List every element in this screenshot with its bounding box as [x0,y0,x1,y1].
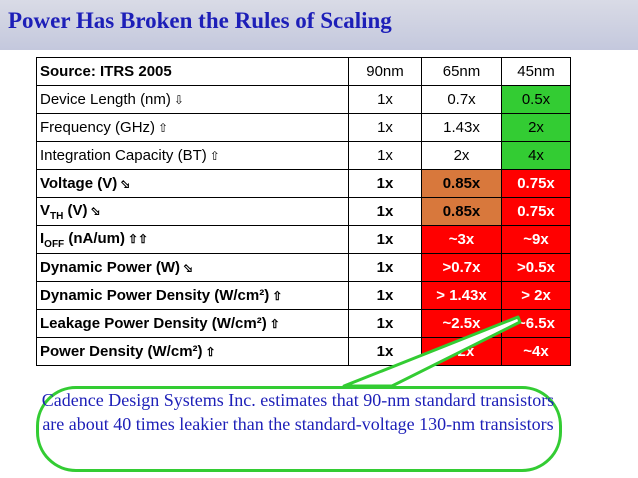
cell-45nm: >0.5x [501,253,571,282]
row-label: Dynamic Power Density (W/cm²) ⇧ [36,281,349,310]
row-label: VTH (V) ⬂ [36,197,349,226]
row-label: Dynamic Power (W) ⬂ [36,253,349,282]
diagonal-down-arrow-icon: ⬂ [183,261,194,275]
table-header-row: Source: ITRS 2005 90nm 65nm 45nm [36,57,571,86]
cell-45nm: 2x [501,113,571,142]
row-label: Integration Capacity (BT) ⇧ [36,141,349,170]
table-row: VTH (V) ⬂ 1x 0.85x 0.75x [36,197,571,226]
cell-90nm: 1x [348,85,422,114]
row-label: Device Length (nm) ⇩ [36,85,349,114]
up-arrow-icon: ⇧ [209,149,220,163]
cell-45nm: > 2x [501,281,571,310]
up-arrow-icon: ⇧ [158,121,169,135]
table-row: Frequency (GHz) ⇧ 1x 1.43x 2x [36,113,571,142]
slide-title: Power Has Broken the Rules of Scaling [8,8,392,33]
cell-45nm: ~6.5x [501,309,571,338]
row-label: Frequency (GHz) ⇧ [36,113,349,142]
cell-45nm: 0.75x [501,169,571,198]
title-bar [0,0,638,50]
cell-45nm: 4x [501,141,571,170]
cell-90nm: 1x [348,225,422,254]
callout-text: Cadence Design Systems Inc. estimates th… [41,390,555,434]
up-arrow-icon: ⇧ [205,345,216,359]
col-45nm: 45nm [501,57,571,86]
up-arrow-icon: ⇧ [269,317,280,331]
cell-65nm: >0.7x [421,253,502,282]
table-row: Device Length (nm) ⇩ 1x 0.7x 0.5x [36,85,571,114]
cell-90nm: 1x [348,253,422,282]
diagonal-down-arrow-icon: ⬂ [120,177,131,191]
row-label: Power Density (W/cm²) ⇧ [36,337,349,366]
table-row: Leakage Power Density (W/cm²) ⇧ 1x ~2.5x … [36,309,571,338]
cell-65nm: 0.85x [421,169,502,198]
diagonal-down-arrow-icon: ⬂ [90,203,101,218]
cell-45nm: ~4x [501,337,571,366]
cell-90nm: 1x [348,197,422,226]
up-arrow-icon: ⇧ [272,289,283,303]
table-row: Dynamic Power (W) ⬂ 1x >0.7x >0.5x [36,253,571,282]
cell-65nm: > 1.43x [421,281,502,310]
callout-bubble [36,386,562,472]
cell-45nm: 0.5x [501,85,571,114]
double-up-arrow-icon: ⇧⇧ [128,231,149,246]
col-65nm: 65nm [421,57,502,86]
table-row: Dynamic Power Density (W/cm²) ⇧ 1x > 1.43… [36,281,571,310]
cell-65nm: ~3x [421,225,502,254]
down-arrow-icon: ⇩ [173,93,184,107]
source-header: Source: ITRS 2005 [36,57,349,86]
row-label: Voltage (V) ⬂ [36,169,349,198]
cell-65nm: 0.85x [421,197,502,226]
table-row: Integration Capacity (BT) ⇧ 1x 2x 4x [36,141,571,170]
cell-45nm: ~9x [501,225,571,254]
cell-65nm: 0.7x [421,85,502,114]
